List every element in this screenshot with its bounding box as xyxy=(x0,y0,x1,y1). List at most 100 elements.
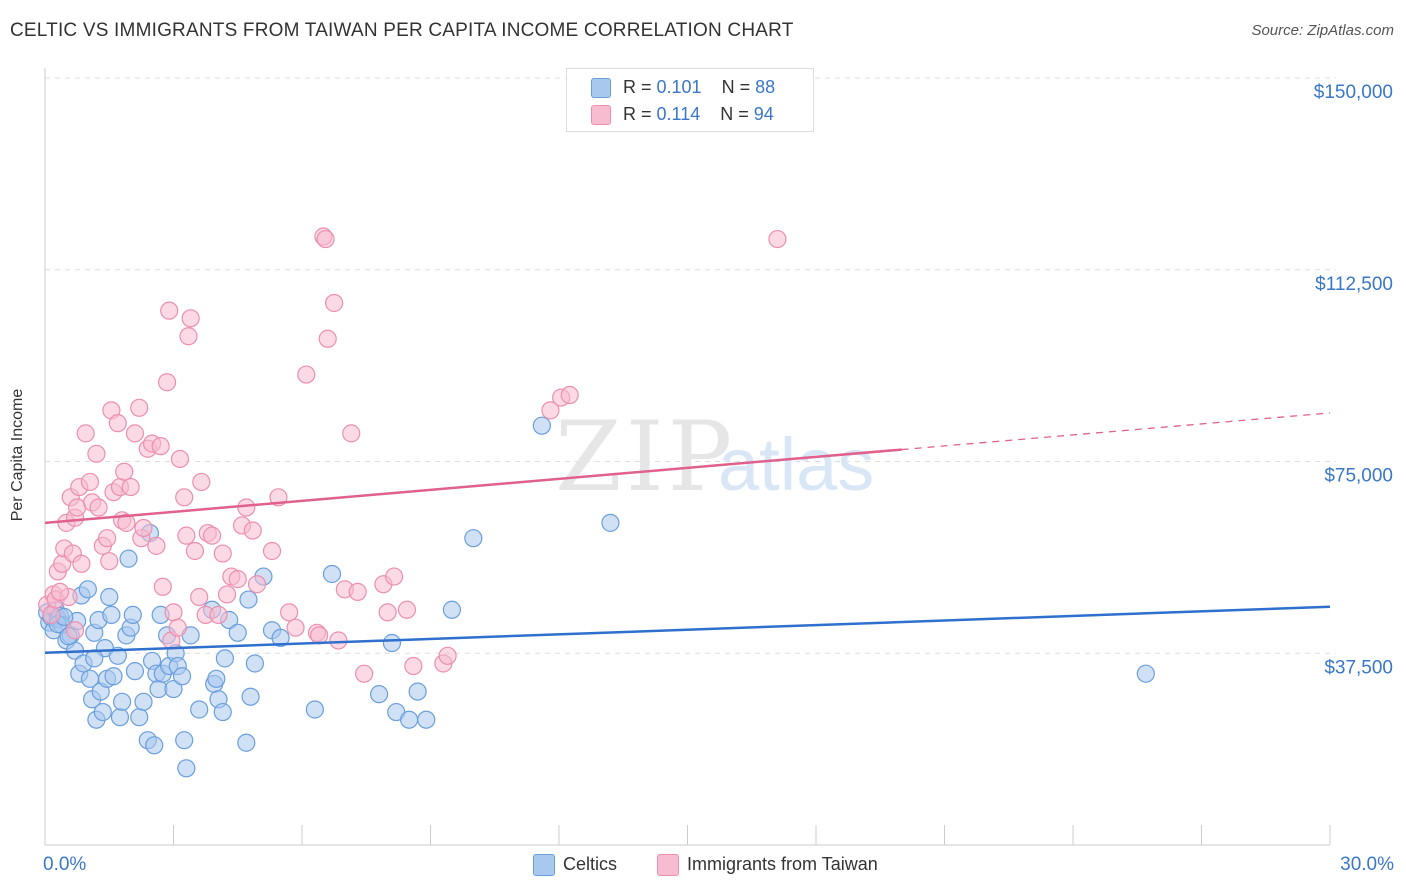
r-label: R = xyxy=(623,104,657,124)
celtics-point xyxy=(93,702,112,722)
taiwan-point xyxy=(541,401,560,420)
taiwan-point xyxy=(192,472,211,492)
taiwan-point xyxy=(286,618,305,637)
taiwan-point xyxy=(310,626,329,645)
celtics-point xyxy=(119,549,138,568)
taiwan-point xyxy=(768,229,787,249)
celtics-point xyxy=(245,654,264,673)
celtics-point xyxy=(215,649,234,668)
taiwan-point xyxy=(179,327,198,346)
celtics-n-value: 88 xyxy=(755,77,776,97)
taiwan-point xyxy=(72,554,91,573)
stats-legend: R = 0.101 N = 88 R = 0.114 N = 94 xyxy=(566,68,814,132)
taiwan-point xyxy=(89,498,108,517)
trend-lines xyxy=(44,412,1331,654)
taiwan-point xyxy=(42,605,61,625)
axes xyxy=(44,68,1331,846)
chart-title: CELTIC VS IMMIGRANTS FROM TAIWAN PER CAP… xyxy=(10,20,794,41)
taiwan-point xyxy=(316,229,335,249)
celtics-point xyxy=(108,646,127,665)
taiwan-point xyxy=(65,621,85,640)
taiwan-point xyxy=(209,605,228,625)
taiwan-point xyxy=(325,293,344,313)
taiwan-point xyxy=(378,603,397,622)
celtics-point xyxy=(110,708,130,727)
taiwan-points xyxy=(38,227,787,683)
celtics-point xyxy=(239,590,258,609)
taiwan-point xyxy=(117,513,136,532)
celtics-point xyxy=(532,416,551,435)
celtics-point xyxy=(213,702,232,722)
taiwan-point xyxy=(175,488,194,507)
taiwan-point xyxy=(217,585,237,604)
celtics-point xyxy=(190,700,209,719)
taiwan-point xyxy=(100,552,119,571)
taiwan-point xyxy=(170,449,190,469)
taiwan-point xyxy=(280,603,299,622)
celtics-point xyxy=(112,692,132,711)
taiwan-point xyxy=(237,498,256,517)
celtics-point xyxy=(237,733,256,752)
trend-line-solid xyxy=(44,605,1331,654)
celtics-point xyxy=(123,605,142,625)
celtics-point xyxy=(322,564,342,584)
taiwan-point xyxy=(384,567,404,586)
celtics-point xyxy=(271,628,290,648)
source-credit: Source: ZipAtlas.com xyxy=(1251,22,1394,39)
celtics-point xyxy=(78,580,97,599)
taiwan-legend-label: Immigrants from Taiwan xyxy=(687,854,878,874)
watermark-atlas: atlas xyxy=(718,423,874,506)
celtics-point xyxy=(408,682,427,701)
taiwan-point xyxy=(318,329,337,348)
celtics-point xyxy=(125,662,145,681)
taiwan-stats: R = 0.114 N = 94 xyxy=(623,102,774,126)
taiwan-point xyxy=(438,646,457,665)
taiwan-point xyxy=(98,529,117,548)
r-label: R = xyxy=(623,77,657,97)
taiwan-point xyxy=(151,437,170,456)
taiwan-point xyxy=(213,544,232,563)
celtics-point xyxy=(442,600,462,619)
celtics-point xyxy=(417,710,436,729)
celtics-point xyxy=(207,669,226,688)
watermark-zip: ZIP xyxy=(555,401,736,513)
taiwan-point xyxy=(50,582,70,601)
taiwan-point xyxy=(404,656,423,676)
taiwan-point xyxy=(125,424,145,443)
celtics-point xyxy=(102,605,121,625)
celtics-point xyxy=(601,513,620,532)
taiwan-legend-swatch xyxy=(657,854,679,876)
y-tick-label: $112,500 xyxy=(1315,274,1393,295)
taiwan-point xyxy=(247,575,267,594)
taiwan-point xyxy=(76,424,95,443)
celtics-point xyxy=(172,667,192,686)
celtics-legend-label: Celtics xyxy=(563,854,618,874)
celtics-point xyxy=(228,623,247,642)
series-legend: Celtics Immigrants from Taiwan xyxy=(0,852,1406,878)
celtics-r-value: 0.101 xyxy=(656,77,702,97)
taiwan-point xyxy=(115,462,134,481)
taiwan-point xyxy=(168,618,187,637)
n-label: N = xyxy=(720,104,754,124)
celtics-point xyxy=(130,708,149,727)
taiwan-point xyxy=(297,365,316,384)
y-tick-label: $150,000 xyxy=(1314,82,1393,103)
taiwan-point xyxy=(190,587,209,607)
x-tick-label: 30.0% xyxy=(1340,854,1394,875)
celtics-point xyxy=(175,731,194,750)
taiwan-point xyxy=(202,526,222,545)
taiwan-r-value: 0.114 xyxy=(656,104,701,124)
watermark: ZIP atlas xyxy=(555,401,874,513)
taiwan-point xyxy=(157,373,177,392)
taiwan-point xyxy=(348,582,367,601)
n-label: N = xyxy=(721,77,756,97)
celtics-stats: R = 0.101 N = 88 xyxy=(623,75,775,99)
celtics-legend-swatch xyxy=(533,854,555,876)
taiwan-point xyxy=(342,424,361,443)
taiwan-point xyxy=(329,631,348,650)
y-tick-label: $75,000 xyxy=(1324,466,1393,487)
celtics-point xyxy=(305,700,324,719)
taiwan-point xyxy=(80,472,100,492)
celtics-point xyxy=(177,759,196,778)
